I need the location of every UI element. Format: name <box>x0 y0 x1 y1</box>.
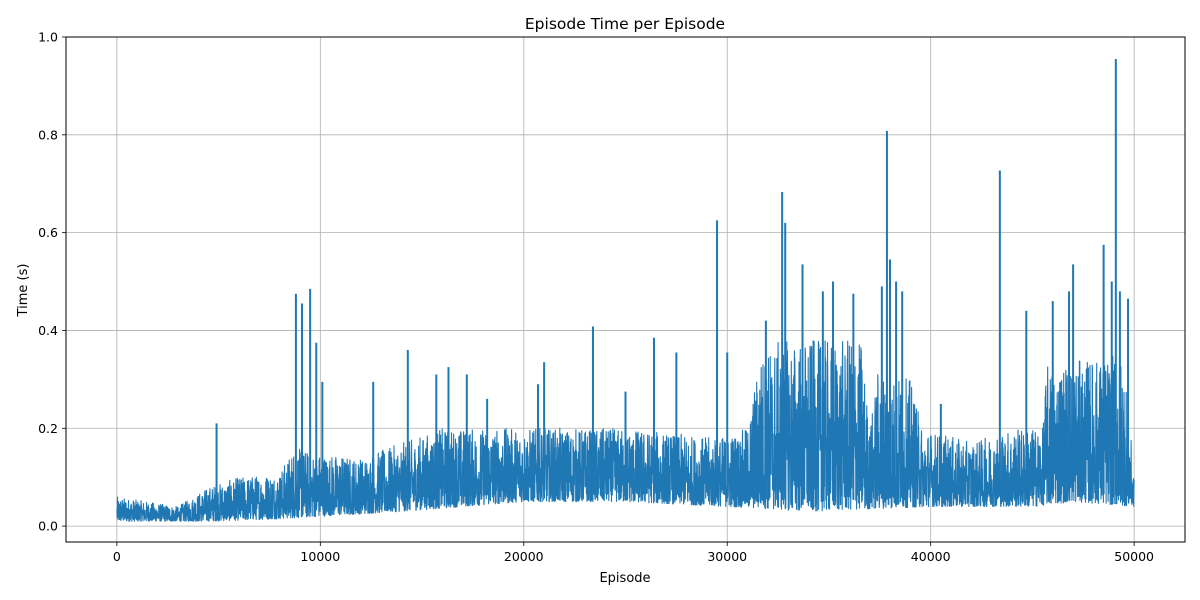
x-tick-label: 40000 <box>911 549 951 564</box>
x-tick-label: 20000 <box>504 549 544 564</box>
y-tick-label: 1.0 <box>38 30 58 45</box>
y-tick-label: 0.2 <box>38 421 58 436</box>
chart-title: Episode Time per Episode <box>525 15 725 33</box>
x-tick-label: 50000 <box>1114 549 1154 564</box>
y-tick-label: 0.4 <box>38 323 58 338</box>
y-tick-label: 0.0 <box>38 519 58 534</box>
data-series <box>116 59 1135 522</box>
x-axis-ticks: 0 10000 20000 30000 40000 50000 <box>113 542 1154 564</box>
y-tick-label: 0.8 <box>38 127 58 142</box>
series-line <box>116 340 1135 522</box>
x-tick-label: 30000 <box>707 549 747 564</box>
y-axis-ticks: 0.0 0.2 0.4 0.6 0.8 1.0 <box>38 30 66 534</box>
plot-frame <box>65 36 1186 543</box>
y-axis-label: Time (s) <box>16 264 31 318</box>
x-tick-label: 10000 <box>300 549 340 564</box>
grid-lines <box>66 36 1185 542</box>
x-axis-label: Episode <box>599 571 650 586</box>
x-tick-label: 0 <box>113 549 121 564</box>
y-tick-label: 0.6 <box>38 225 58 240</box>
